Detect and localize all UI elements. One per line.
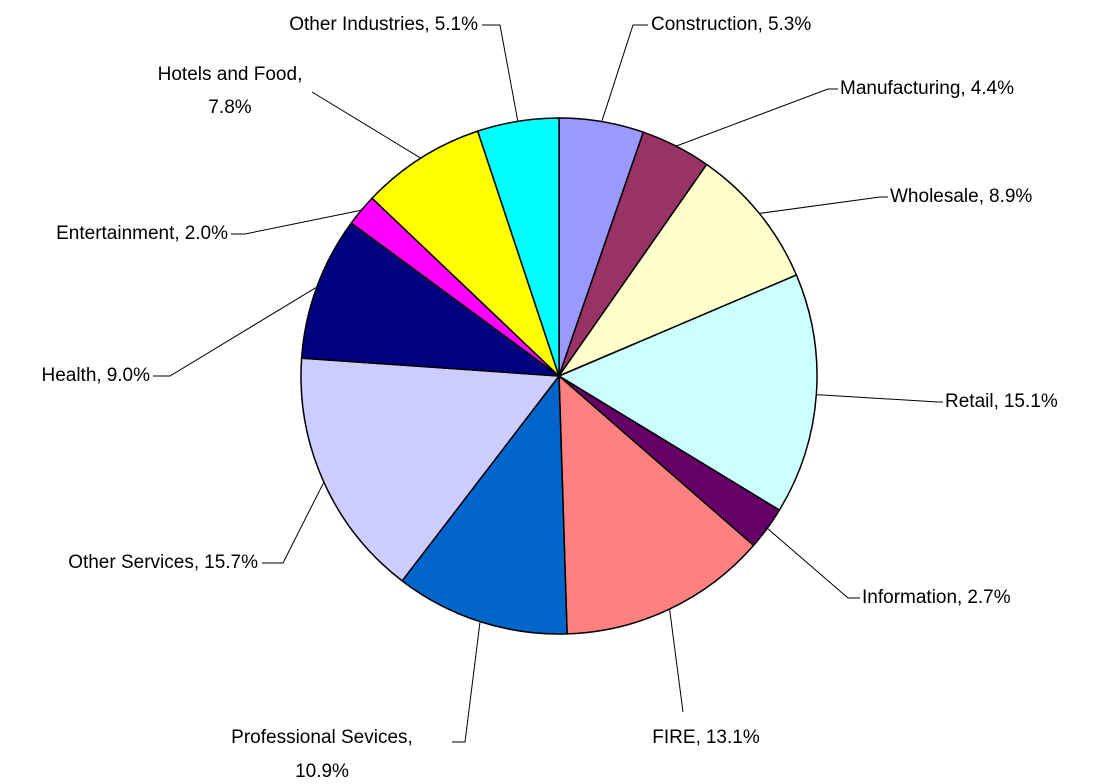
value-label: 15.1% bbox=[1004, 391, 1058, 412]
label-separator: , bbox=[696, 727, 701, 748]
label-separator: , bbox=[979, 186, 984, 207]
value-label: 7.8% bbox=[208, 97, 251, 118]
data-label: Wholesale, 8.9% bbox=[890, 186, 1032, 207]
leader-line bbox=[482, 24, 519, 122]
label-separator: , bbox=[194, 552, 199, 573]
data-label: Hotels and Food, 7.8% bbox=[158, 64, 303, 118]
value-label: 2.0% bbox=[185, 223, 228, 244]
leader-line bbox=[153, 286, 318, 377]
category-name: Other Services bbox=[68, 552, 194, 573]
category-name: Hotels and Food bbox=[158, 64, 297, 85]
label-separator: , bbox=[424, 14, 429, 35]
leader-line bbox=[262, 481, 325, 564]
category-name: Manufacturing bbox=[840, 78, 960, 99]
label-separator: , bbox=[96, 365, 101, 386]
leader-line bbox=[759, 196, 888, 214]
category-name: Wholesale bbox=[890, 186, 979, 207]
value-label: 2.7% bbox=[967, 587, 1010, 608]
pie-slice bbox=[557, 274, 818, 512]
category-name: Information bbox=[862, 587, 957, 608]
leader-line bbox=[231, 209, 362, 235]
leader-line bbox=[311, 91, 422, 159]
value-label: 10.9% bbox=[295, 761, 349, 782]
data-label: Health, 9.0% bbox=[41, 365, 150, 386]
category-name: Professional Sevices bbox=[231, 727, 407, 748]
leader-line bbox=[601, 24, 648, 122]
leader-line bbox=[766, 527, 860, 599]
data-label: Retail, 15.1% bbox=[945, 391, 1058, 412]
leader-line bbox=[669, 609, 684, 713]
label-separator: , bbox=[957, 587, 962, 608]
leader-line bbox=[816, 394, 943, 403]
label-separator: , bbox=[758, 14, 763, 35]
label-separator: , bbox=[408, 727, 413, 748]
data-label: Other Industries, 5.1% bbox=[289, 14, 478, 35]
pie-slice bbox=[556, 163, 798, 378]
leader-line bbox=[452, 621, 481, 743]
category-name: FIRE bbox=[652, 727, 695, 748]
label-separator: , bbox=[174, 223, 179, 244]
data-label: FIRE, 13.1% bbox=[652, 727, 760, 748]
data-label: Other Services, 15.7% bbox=[68, 552, 258, 573]
category-name: Other Industries bbox=[289, 14, 424, 35]
pie-slice bbox=[476, 117, 560, 377]
value-label: 5.1% bbox=[435, 14, 478, 35]
label-separator: , bbox=[297, 64, 302, 85]
category-name: Health bbox=[41, 365, 96, 386]
data-label: Entertainment, 2.0% bbox=[56, 223, 228, 244]
leader-line bbox=[675, 88, 838, 147]
label-separator: , bbox=[994, 391, 999, 412]
data-label: Information, 2.7% bbox=[862, 587, 1011, 608]
value-label: 13.1% bbox=[706, 727, 760, 748]
category-name: Entertainment bbox=[56, 223, 175, 244]
category-name: Retail bbox=[945, 391, 994, 412]
label-separator: , bbox=[960, 78, 965, 99]
data-label: Construction, 5.3% bbox=[651, 14, 811, 35]
category-name: Construction bbox=[651, 14, 758, 35]
value-label: 9.0% bbox=[107, 365, 150, 386]
data-label: Manufacturing, 4.4% bbox=[840, 78, 1014, 99]
value-label: 5.3% bbox=[768, 14, 811, 35]
data-label: Professional Sevices, 10.9% bbox=[231, 727, 413, 782]
value-label: 8.9% bbox=[989, 186, 1032, 207]
pie-slice bbox=[300, 221, 562, 377]
value-label: 15.7% bbox=[204, 552, 258, 573]
value-label: 4.4% bbox=[971, 78, 1014, 99]
